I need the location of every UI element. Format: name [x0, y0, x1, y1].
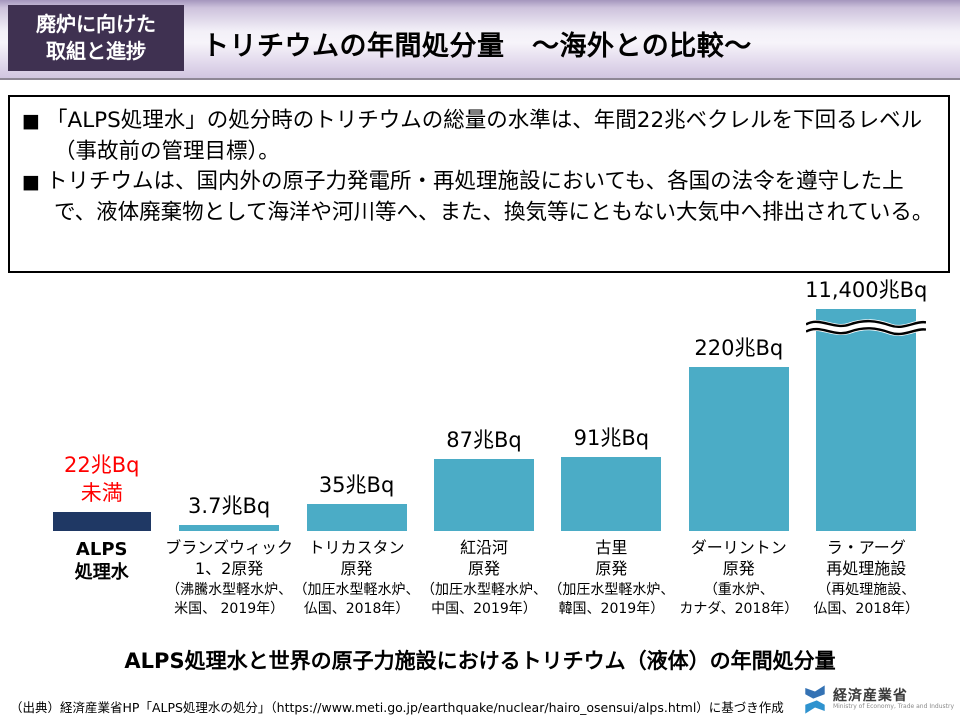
facility-label: 紅沿河 原発	[459, 538, 508, 578]
facility-label: ブランズウィック 1、2原発	[165, 538, 293, 578]
value-label: 11,400兆Bq	[805, 277, 928, 302]
facility-label: 古里 原発	[595, 538, 628, 578]
value-label: 220兆Bq	[694, 335, 784, 360]
bar	[688, 367, 789, 531]
value-label: 87兆Bq	[446, 427, 522, 452]
bar	[306, 504, 407, 531]
summary-text: 「ALPS処理水」の処分時のトリチウムの総量の水準は、年間22兆ベクレルを下回る…	[46, 108, 923, 164]
bar-column-kori: 91兆Bq 古里 原発 （加圧水型軽水炉、 韓国、2019年）	[548, 280, 675, 620]
facility-note: （加圧水型軽水炉、 韓国、2019年）	[548, 582, 675, 618]
value-label: 3.7兆Bq	[188, 493, 271, 518]
corner-tag-line2: 取組と進捗	[46, 39, 146, 63]
facility-label: ダーリントン 原発	[690, 538, 787, 578]
bar	[179, 525, 280, 531]
corner-tag: 廃炉に向けた 取組と進捗	[8, 5, 184, 71]
facility-note: （沸騰水型軽水炉、 米国、 2019年）	[166, 582, 293, 618]
chart-caption: ALPS処理水と世界の原子力施設におけるトリチウム（液体）の年間処分量	[124, 649, 836, 673]
bar-column-brunswick: 3.7兆Bq ブランズウィック 1、2原発 （沸騰水型軽水炉、 米国、 2019…	[165, 280, 293, 620]
facility-label: トリカスタン 原発	[308, 538, 405, 578]
facility-note: （再処理施設、 仏国、2018年）	[813, 582, 920, 618]
meti-logo: 経済産業省 Ministry of Economy, Trade and Ind…	[800, 683, 954, 716]
meti-logo-name: 経済産業省	[832, 687, 908, 704]
source-note: （出典）経済産業省HP「ALPS処理水の処分」（https://www.meti…	[10, 700, 784, 715]
bar-column-darlington: 220兆Bq ダーリントン 原発 （重水炉、 カナダ、2018年）	[675, 280, 802, 620]
page-title: トリチウムの年間処分量 ～海外との比較～	[202, 31, 752, 62]
bar-column-alps: 22兆Bq 未満 ALPS 処理水	[38, 280, 165, 620]
facility-note: （加圧水型軽水炉、 仏国、2018年）	[293, 582, 420, 618]
meti-logo-subname: Ministry of Economy, Trade and Industry	[832, 703, 954, 711]
bullet-square-icon: ■	[22, 110, 40, 132]
summary-text: トリチウムは、国内外の原子力発電所・再処理施設においても、各国の法令を遵守した上…	[46, 169, 934, 226]
bar-column-hongyanhe: 87兆Bq 紅沿河 原発 （加圧水型軽水炉、 中国、2019年）	[420, 280, 547, 620]
value-label: 35兆Bq	[318, 472, 395, 497]
bullet-square-icon: ■	[22, 171, 40, 194]
bar-column-tricastin: 35兆Bq トリカスタン 原発 （加圧水型軽水炉、 仏国、2018年）	[293, 280, 420, 620]
bar-column-lahague: 11,400兆Bq ラ・アーグ 再処理施設 （再処理施設、 仏国、2018年）	[803, 278, 930, 620]
corner-tag-line1: 廃炉に向けた	[36, 12, 156, 36]
bar	[561, 457, 662, 531]
summary-item: ■ トリチウムは、国内外の原子力発電所・再処理施設においても、各国の法令を遵守した…	[22, 167, 934, 228]
bar	[806, 309, 927, 531]
value-label: 91兆Bq	[573, 425, 650, 450]
header-band: 廃炉に向けた 取組と進捗 トリチウムの年間処分量 ～海外との比較～	[0, 0, 960, 80]
value-label: 22兆Bq 未満	[63, 453, 140, 505]
facility-note: （加圧水型軽水炉、 中国、2019年）	[420, 582, 547, 618]
facility-note: （重水炉、 カナダ、2018年）	[679, 582, 799, 618]
facility-label: ALPS 処理水	[74, 539, 129, 584]
bar	[52, 512, 151, 531]
summary-item: ■ 「ALPS処理水」の処分時のトリチウムの総量の水準は、年間22兆ベクレルを下回…	[22, 106, 934, 167]
summary-box: ■ 「ALPS処理水」の処分時のトリチウムの総量の水準は、年間22兆ベクレルを下回…	[8, 95, 950, 273]
axis-break-icon	[806, 319, 927, 336]
facility-label: ラ・アーグ 再処理施設	[826, 538, 907, 578]
bar	[433, 459, 534, 531]
bar-chart: 22兆Bq 未満 ALPS 処理水 3.7兆Bq ブランズウィック 1、2原発 …	[38, 278, 930, 620]
meti-logo-icon	[805, 685, 825, 714]
